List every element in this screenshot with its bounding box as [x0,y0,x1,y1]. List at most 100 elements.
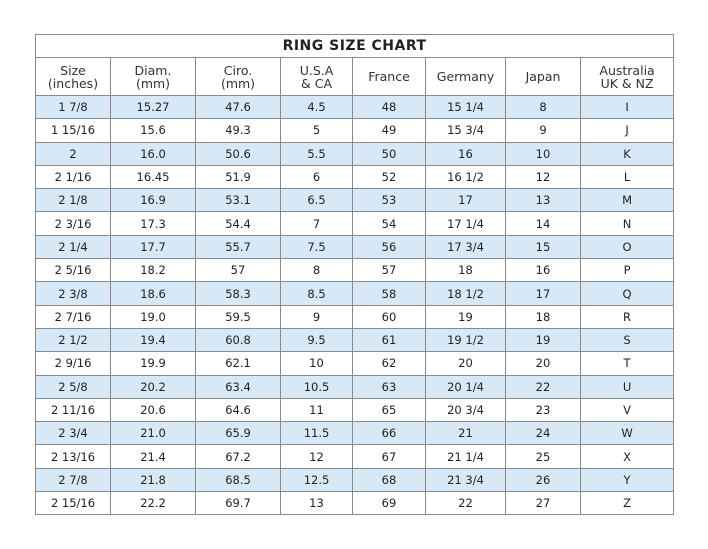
table-cell: 2 3/8 [35,281,111,306]
table-cell: 17 3/4 [425,234,506,260]
table-cell: 16 [425,141,506,166]
table-cell: 2 7/8 [35,467,111,493]
table-cell: 8.5 [280,281,353,306]
table-cell: X [579,444,675,469]
table-cell: 22 [505,374,581,399]
table-cell: 53.1 [195,188,281,213]
table-row: 2 16.0 50.6 5.5 50 16 10 K [35,141,675,166]
column-header: France [352,57,426,96]
table-cell: L [579,164,675,190]
table-cell: 65 [352,397,426,423]
table-cell: Y [579,467,675,493]
table-cell: 19.0 [110,304,196,329]
table-cell: 8 [505,94,581,120]
table-cell: 57 [195,258,281,283]
table-cell: 23 [505,397,581,423]
table-cell: 10.5 [280,374,353,399]
column-header-line: & CA [301,75,332,91]
column-header-line: Ciro. [223,62,253,78]
table-cell: 12.5 [280,467,353,493]
table-cell: 22.2 [110,491,196,516]
table-row: 2 9/16 19.9 62.1 10 62 20 20 T [35,351,675,376]
table-cell: 20.6 [110,397,196,423]
column-header: Size (inches) [35,57,111,96]
table-cell: 6 [280,164,353,190]
table-cell: 67 [352,444,426,469]
table-cell: 27 [505,491,581,516]
table-cell: 69.7 [195,491,281,516]
table-cell: M [579,188,675,213]
table-cell: 47.6 [195,94,281,120]
table-cell: 14 [505,211,581,236]
table-cell: 15.6 [110,118,196,143]
table-cell: 63.4 [195,374,281,399]
table-cell: 16 [505,258,581,283]
table-cell: 63 [352,374,426,399]
table-cell: 20.2 [110,374,196,399]
column-header-line: (mm) [135,75,171,91]
table-cell: 7.5 [280,234,353,260]
table-cell: 2 7/16 [35,304,111,329]
table-cell: 4.5 [280,94,353,120]
table-cell: O [579,234,675,260]
table-row: 2 11/16 20.6 64.6 11 65 20 3/4 23 V [35,397,675,423]
table-cell: 16.0 [110,141,196,166]
table-cell: 2 3/4 [35,421,111,446]
table-cell: 16 1/2 [425,164,506,190]
table-cell: 13 [505,188,581,213]
table-cell: 20 3/4 [425,397,506,423]
table-cell: 17 [505,281,581,306]
column-header-line: UK & NZ [600,75,654,91]
table-cell: 15 [505,234,581,260]
table-cell: K [579,141,675,166]
table-cell: 7 [280,211,353,236]
table-cell: 68.5 [195,467,281,493]
table-cell: 21 3/4 [425,467,506,493]
table-cell: 21.4 [110,444,196,469]
column-header-line: Germany [436,69,495,84]
table-cell: 2 1/16 [35,164,111,190]
table-cell: 18 1/2 [425,281,506,306]
table-row: 2 3/8 18.6 58.3 8.5 58 18 1/2 17 Q [35,281,675,306]
table-cell: 24 [505,421,581,446]
table-cell: I [579,94,675,120]
table-cell: 17.7 [110,234,196,260]
column-header-line: Japan [525,69,561,84]
table-cell: 15 1/4 [425,94,506,120]
table-cell: 9.5 [280,327,353,353]
table-cell: 2 1/4 [35,234,111,260]
table-cell: 54 [352,211,426,236]
table-cell: 5.5 [280,141,353,166]
table-cell: 19 [425,304,506,329]
table-cell: 20 [425,351,506,376]
table-cell: 16.9 [110,188,196,213]
table-cell: 58.3 [195,281,281,306]
table-cell: 21.8 [110,467,196,493]
table-cell: 57 [352,258,426,283]
table-cell: 17.3 [110,211,196,236]
table-cell: 20 [505,351,581,376]
table-cell: 2 11/16 [35,397,111,423]
table-cell: 19 1/2 [425,327,506,353]
table-cell: P [579,258,675,283]
table-cell: 9 [280,304,353,329]
table-row: 2 7/16 19.0 59.5 9 60 19 18 R [35,304,675,329]
table-cell: 26 [505,467,581,493]
table-row: 2 1/2 19.4 60.8 9.5 61 19 1/2 19 S [35,327,675,353]
table-row: 2 5/16 18.2 57 8 57 18 16 P [35,258,675,283]
table-row: 2 3/16 17.3 54.4 7 54 17 1/4 14 N [35,211,675,236]
table-cell: J [579,118,675,143]
table-cell: Z [579,491,675,516]
table-cell: 10 [280,351,353,376]
table-cell: 52 [352,164,426,190]
table-cell: 67.2 [195,444,281,469]
column-header-line: U.S.A [299,62,334,78]
table-cell: 62 [352,351,426,376]
table-cell: 25 [505,444,581,469]
table-cell: S [579,327,675,353]
table-cell: Q [579,281,675,306]
table-cell: 60 [352,304,426,329]
table-cell: 21 [425,421,506,446]
table-cell: U [579,374,675,399]
table-cell: 6.5 [280,188,353,213]
